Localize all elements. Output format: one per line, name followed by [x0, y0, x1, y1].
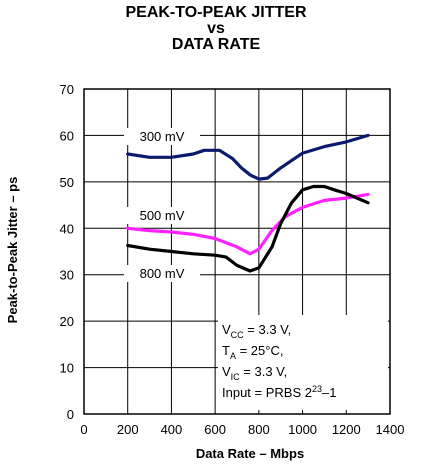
x-tick-label: 200	[117, 422, 139, 437]
y-axis-label: Peak-to-Peak Jitter – ps	[5, 177, 20, 324]
series-label: 300 mV	[140, 129, 185, 144]
y-tick-label: 20	[60, 314, 74, 329]
y-tick-label: 10	[60, 361, 74, 376]
x-tick-label: 1200	[332, 422, 361, 437]
conditions-line: VIC = 3.3 V,	[222, 364, 287, 382]
y-tick-label: 60	[60, 128, 74, 143]
y-tick-label: 50	[60, 175, 74, 190]
x-tick-label: 0	[80, 422, 87, 437]
chart-title-line-3: DATA RATE	[171, 36, 261, 53]
series-label-backdrop	[124, 128, 200, 145]
conditions-line: TA = 25°C,	[222, 343, 283, 361]
series-layer	[126, 133, 370, 273]
conditions-backdrop	[218, 315, 388, 410]
x-tick-label: 1400	[376, 422, 405, 437]
x-axis-label: Data Rate – Mbps	[196, 446, 304, 461]
series-line-3	[126, 184, 370, 273]
chart-title-line-2: vs	[207, 20, 225, 37]
conditions-annotation: VCC = 3.3 V, TA = 25°C, VIC = 3.3 V, Input …	[218, 315, 388, 410]
series-label: 800 mV	[140, 266, 185, 281]
chart-title-line-1: PEAK-TO-PEAK JITTER	[125, 4, 307, 21]
series-label-backdrop	[124, 207, 200, 224]
x-tick-label: 1000	[288, 422, 317, 437]
series-line-1	[126, 133, 370, 181]
conditions-line: VCC = 3.3 V,	[222, 322, 291, 340]
conditions-line: Input = PRBS 223–1	[222, 384, 336, 400]
series-label-backdrop	[124, 265, 200, 282]
y-tick-label: 40	[60, 221, 74, 236]
series-line-2	[126, 192, 370, 256]
y-tick-label: 70	[60, 82, 74, 97]
series-label: 500 mV	[140, 208, 185, 223]
x-tick-label: 400	[161, 422, 183, 437]
x-tick-label: 800	[248, 422, 270, 437]
x-tick-label: 600	[204, 422, 226, 437]
tick-label-layer: 0 200 400 600 800 1000 1200 1400 0 10 20 30 40 50 60 70	[60, 82, 405, 437]
plot-frame	[83, 88, 391, 415]
series-label-layer: 300 mV 500 mV 800 mV	[124, 128, 200, 282]
y-tick-label: 30	[60, 268, 74, 283]
y-tick-label: 0	[67, 407, 74, 422]
